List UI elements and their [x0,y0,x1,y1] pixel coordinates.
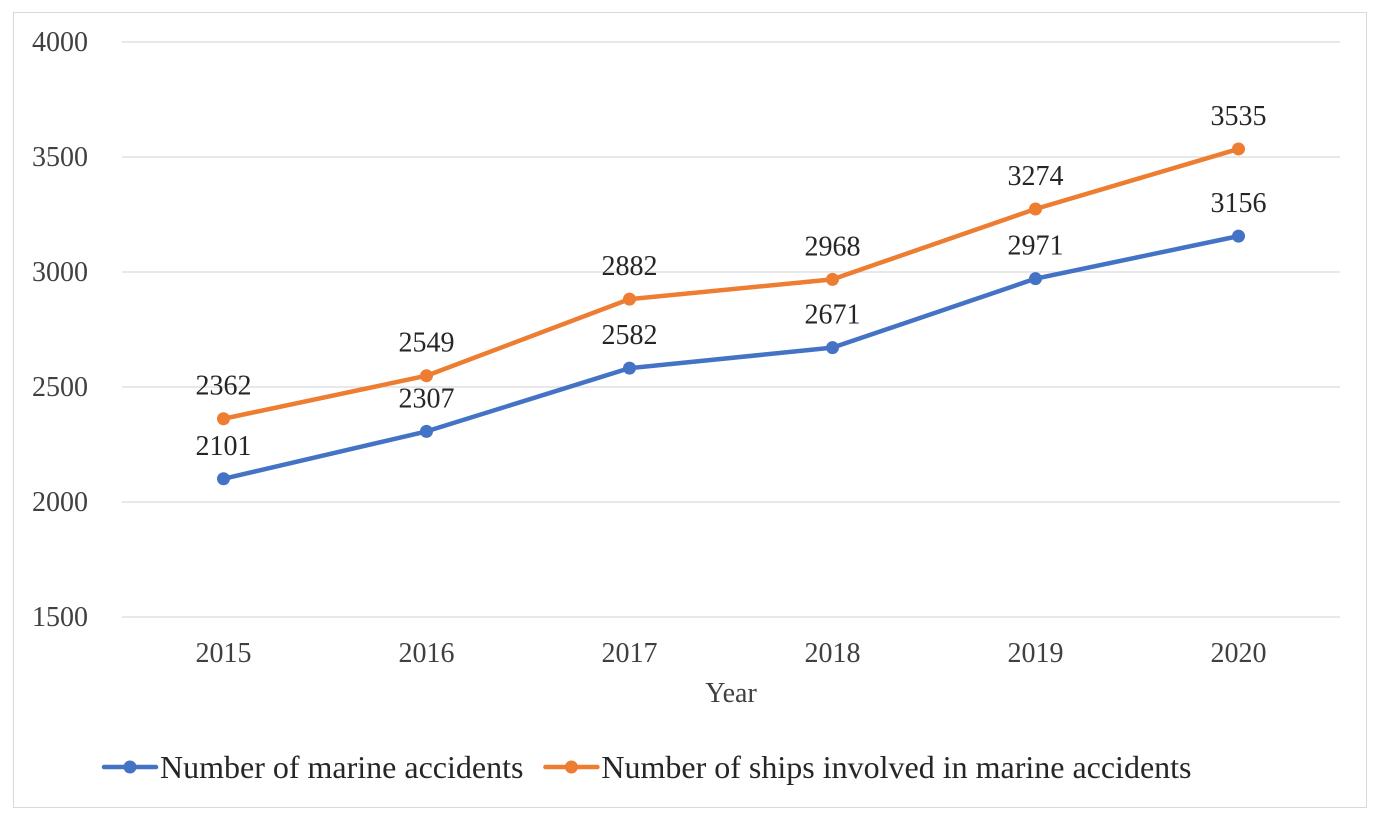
data-label: 2549 [399,328,455,359]
x-tick-label: 2015 [196,638,252,669]
x-axis-title: Year [705,678,757,709]
data-point [217,472,230,486]
data-labels: 2101 2307 2582 2671 2971 3156 2362 2549 2882 2968… [196,101,1267,462]
y-tick-label: 3000 [32,257,88,288]
x-tick-label: 2019 [1008,638,1064,669]
y-tick-label: 4000 [32,27,88,58]
data-point [1232,229,1245,243]
data-point [1029,202,1042,216]
legend: Number of marine accidents Number of ship… [101,749,1191,785]
y-tick-label: 3500 [32,142,88,173]
data-label: 3535 [1211,101,1267,132]
data-point [217,412,230,426]
data-point [623,292,636,306]
data-point [826,272,839,286]
legend-item-1: Number of ships involved in marine accid… [543,749,1191,785]
data-label: 2362 [196,371,252,402]
data-point [623,361,636,375]
data-label: 2671 [805,300,861,331]
legend-label: Number of marine accidents [160,749,523,785]
series-line-1 [221,146,1241,421]
data-label: 2101 [196,431,252,462]
x-tick-label: 2016 [399,638,455,669]
gridlines [122,41,1340,618]
chart-frame [13,12,1367,808]
data-label: 2882 [602,251,658,282]
y-tick-label: 1500 [32,602,88,633]
data-label: 3156 [1211,188,1267,219]
legend-point-marker [564,760,578,774]
series-line-0 [221,233,1241,482]
data-point [826,341,839,355]
legend-label: Number of ships involved in marine accid… [601,749,1191,785]
x-tick-label: 2018 [805,638,861,669]
data-point [1232,142,1245,156]
legend-point-marker [123,760,137,774]
y-tick-label: 2500 [32,372,88,403]
data-label: 2968 [805,231,861,262]
y-axis-ticks: 1500 2000 2500 3000 3500 4000 [32,27,88,633]
data-point [1029,272,1042,286]
legend-item-0: Number of marine accidents [101,749,523,785]
series-lines [217,142,1245,486]
data-label: 2971 [1008,231,1064,262]
x-tick-label: 2020 [1211,638,1267,669]
x-tick-label: 2017 [602,638,658,669]
data-label: 2582 [602,320,658,351]
y-tick-label: 2000 [32,487,88,518]
data-point [420,424,433,438]
data-point [420,369,433,383]
x-axis-ticks: 2015 2016 2017 2018 2019 2020 [196,638,1267,669]
data-label: 3274 [1008,161,1064,192]
data-label: 2307 [399,383,455,414]
